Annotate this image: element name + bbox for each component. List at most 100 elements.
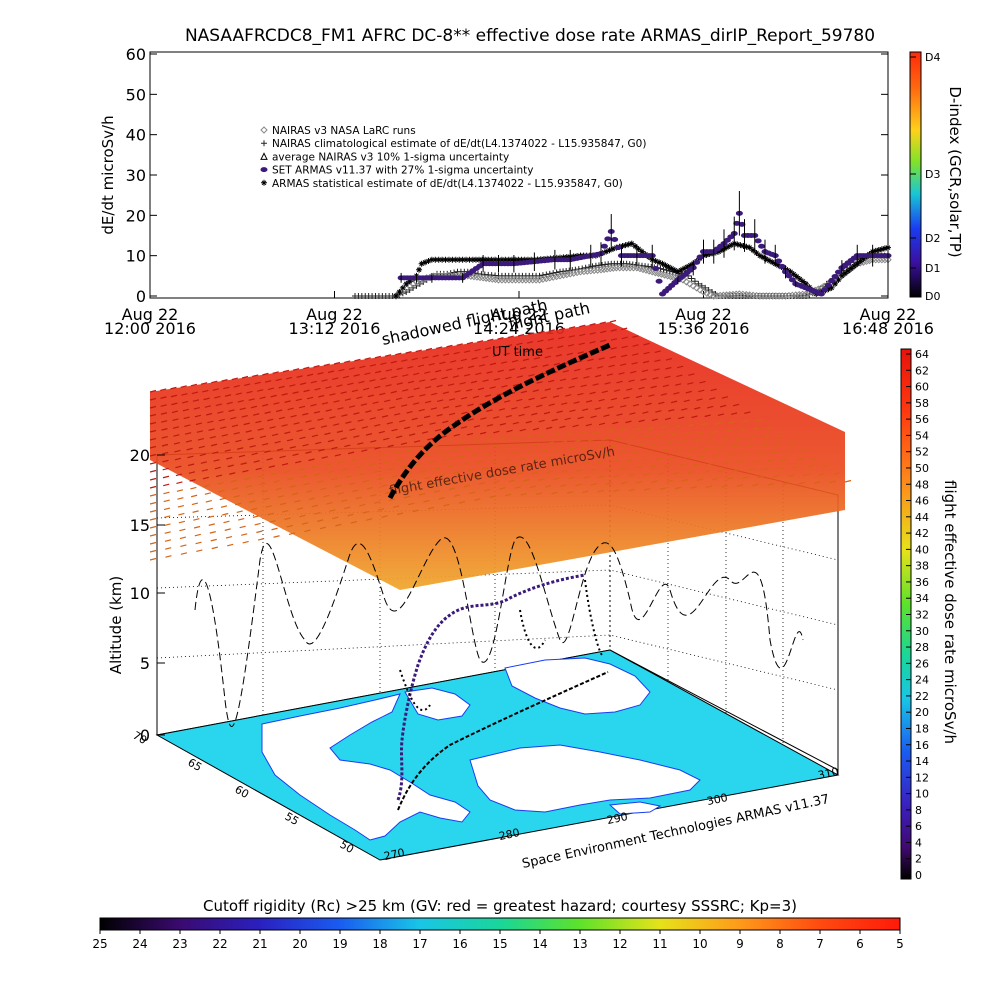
d-index-tick-label: D1 bbox=[925, 262, 940, 275]
surface-dash bbox=[536, 404, 543, 408]
data-point-asterisk bbox=[609, 245, 616, 252]
surface-dash bbox=[721, 396, 729, 399]
surface-dash bbox=[432, 354, 439, 358]
surface-dash bbox=[194, 533, 201, 537]
surface-dash bbox=[482, 467, 489, 470]
d-index-colorbar-label: D-index (GCR,solar,TP) bbox=[946, 86, 964, 257]
data-point-asterisk bbox=[841, 270, 848, 277]
surface-dash bbox=[421, 431, 429, 434]
surface-dash bbox=[278, 385, 285, 389]
surface-dash bbox=[250, 405, 258, 409]
surface-dash bbox=[255, 420, 262, 424]
surface-dash bbox=[568, 476, 575, 480]
surface-dash bbox=[308, 497, 316, 500]
surface-dash bbox=[254, 522, 261, 526]
legend-symbol-filled-circle bbox=[260, 167, 268, 173]
surface-dash bbox=[178, 520, 186, 524]
surface-dash bbox=[149, 485, 157, 489]
surface-dash bbox=[299, 436, 306, 440]
surface-dash bbox=[362, 479, 370, 483]
legend-symbol-plus bbox=[261, 140, 267, 147]
dose-rate-tick-label: 58 bbox=[915, 397, 929, 410]
surface-dash bbox=[264, 411, 271, 414]
cutoff-rigidity-title: Cutoff rigidity (Rc) >25 km (GV: red = g… bbox=[203, 897, 797, 915]
surface-dash bbox=[589, 332, 596, 335]
surface-dash bbox=[173, 441, 181, 445]
surface-dash bbox=[811, 457, 818, 460]
surface-dash bbox=[225, 536, 233, 539]
surface-dash bbox=[212, 388, 219, 391]
surface-dash bbox=[362, 510, 369, 514]
data-point-asterisk bbox=[851, 263, 858, 270]
dose-rate-tick-label: 4 bbox=[915, 836, 922, 849]
surface-dash bbox=[184, 424, 191, 427]
cutoff-rigidity-ticks: 25 24 23 22 21 20 19 18 17 16 15 14 13 12 11 10 9 8 7 6 5 bbox=[92, 930, 904, 951]
surface-dash bbox=[365, 410, 372, 413]
surface-dash bbox=[190, 494, 198, 498]
surface-dash bbox=[666, 479, 673, 483]
surface-dash bbox=[236, 510, 243, 513]
surface-dash bbox=[332, 377, 339, 381]
surface-dash bbox=[282, 509, 289, 513]
surface-dash bbox=[564, 417, 571, 421]
surface-dash bbox=[301, 522, 309, 525]
surface-dash bbox=[204, 492, 211, 495]
data-point-asterisk bbox=[684, 263, 691, 270]
surface-dash bbox=[517, 333, 525, 337]
cutoff-rigidity-tick-label: 13 bbox=[572, 937, 587, 951]
surface-dash bbox=[396, 458, 403, 462]
data-point-asterisk bbox=[469, 256, 476, 263]
surface-dash bbox=[602, 437, 609, 441]
cutoff-rigidity-tick-label: 11 bbox=[652, 937, 667, 951]
y-tick-label: 20 bbox=[126, 206, 146, 225]
surface-dash bbox=[453, 471, 460, 475]
surface-dash bbox=[163, 507, 171, 511]
data-point-asterisk bbox=[857, 258, 864, 265]
surface-dash bbox=[454, 390, 461, 393]
surface-dash bbox=[625, 420, 632, 424]
surface-dash bbox=[160, 412, 168, 415]
surface-dash bbox=[436, 384, 443, 388]
data-point-diamond bbox=[412, 278, 421, 286]
surface-dash bbox=[535, 348, 543, 352]
dose-rate-tick-label: 52 bbox=[915, 446, 929, 459]
longitude-tick-label: 310 bbox=[817, 765, 840, 782]
surface-dash bbox=[618, 372, 625, 375]
surface-dash bbox=[655, 457, 662, 461]
data-point-asterisk bbox=[606, 247, 613, 254]
surface-dash bbox=[149, 413, 157, 417]
surface-dash bbox=[547, 456, 554, 459]
data-point-filled-circle bbox=[614, 245, 622, 251]
surface-dash bbox=[203, 484, 210, 488]
dose-rate-tick-label: 60 bbox=[915, 381, 929, 394]
surface-dash bbox=[286, 438, 294, 442]
surface-dash bbox=[463, 484, 471, 488]
surface-dash bbox=[350, 520, 357, 524]
x-tick-label-date: Aug 22 bbox=[675, 305, 732, 324]
d-index-tick-label: D4 bbox=[925, 51, 940, 64]
surface-dash bbox=[647, 426, 654, 430]
altitude-tick-label: 10 bbox=[130, 584, 150, 603]
surface-dash bbox=[187, 455, 194, 459]
surface-dash bbox=[531, 412, 538, 416]
surface-dash bbox=[542, 364, 549, 367]
surface-dash bbox=[242, 540, 249, 544]
surface-dash bbox=[294, 499, 301, 503]
surface-dash bbox=[163, 499, 170, 503]
surface-dash bbox=[651, 480, 658, 483]
surface-dash bbox=[616, 380, 623, 384]
surface-dash bbox=[708, 462, 715, 466]
surface-dash bbox=[643, 351, 650, 355]
surface-dash bbox=[492, 445, 499, 448]
surface-dash bbox=[538, 330, 545, 334]
surface-dash bbox=[492, 354, 500, 357]
surface-dash bbox=[653, 368, 660, 371]
surface-dash bbox=[533, 442, 540, 446]
surface-dash bbox=[193, 518, 200, 521]
surface-dash bbox=[526, 435, 533, 439]
surface-dash bbox=[257, 389, 264, 392]
surface-dash bbox=[182, 408, 190, 412]
surface-dash bbox=[499, 437, 506, 441]
data-point-asterisk bbox=[750, 247, 757, 254]
surface-dash bbox=[600, 330, 607, 334]
